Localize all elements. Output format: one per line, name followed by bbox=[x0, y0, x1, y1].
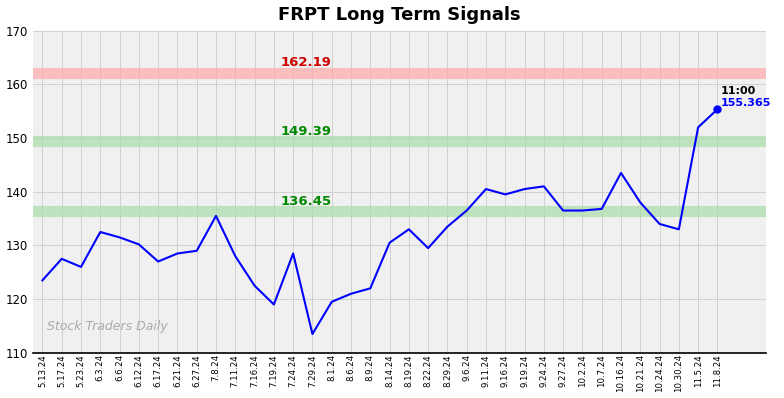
Title: FRPT Long Term Signals: FRPT Long Term Signals bbox=[278, 6, 521, 23]
Text: 162.19: 162.19 bbox=[281, 57, 332, 69]
Text: 149.39: 149.39 bbox=[281, 125, 332, 138]
Text: 136.45: 136.45 bbox=[281, 195, 332, 208]
Text: 11:00: 11:00 bbox=[720, 86, 756, 96]
Text: 155.365: 155.365 bbox=[720, 98, 771, 108]
Text: Stock Traders Daily: Stock Traders Daily bbox=[48, 320, 169, 334]
